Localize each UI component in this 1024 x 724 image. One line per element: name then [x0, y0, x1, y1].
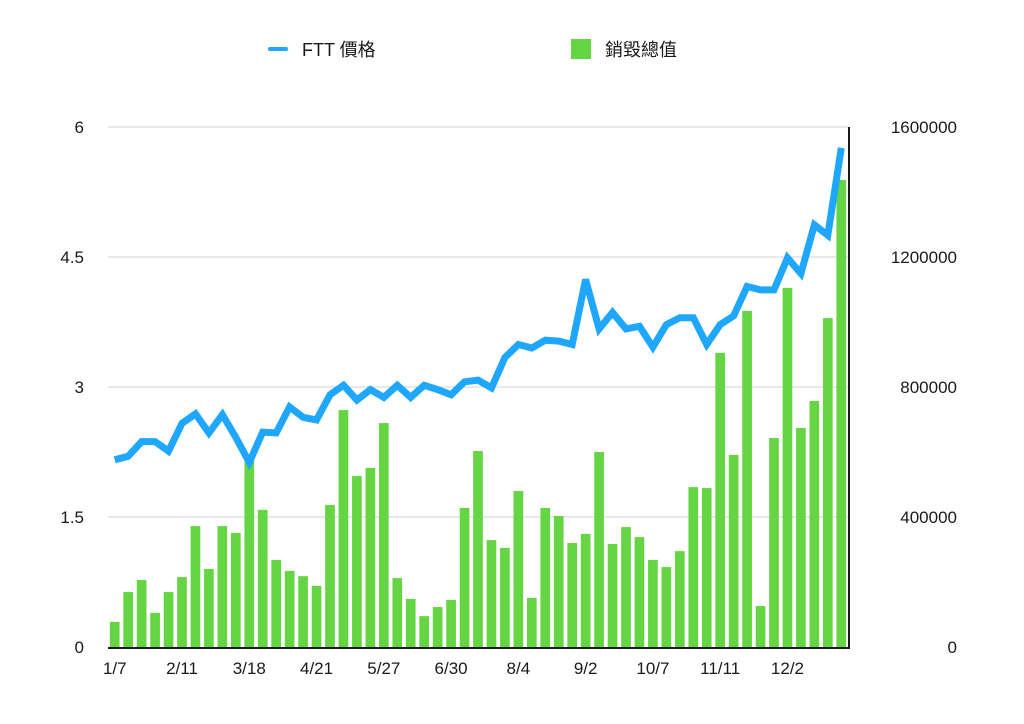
bar: [742, 310, 752, 647]
bar: [405, 598, 416, 647]
bar: [567, 543, 578, 647]
bar: [540, 507, 551, 647]
bar: [163, 592, 174, 647]
x-axis-tick-label: 4/21: [300, 659, 333, 678]
bar: [500, 547, 510, 647]
bar: [836, 179, 847, 647]
line-series-ftt-price: [113, 147, 845, 471]
right-axis-tick-label: 1600000: [891, 118, 957, 137]
left-axis-tick-label: 4.5: [60, 248, 84, 267]
bar: [378, 423, 389, 647]
x-axis-tick-label: 1/7: [103, 659, 127, 678]
bar: [715, 352, 726, 647]
legend-label-ftt-price: FTT 價格: [302, 40, 376, 60]
bar: [365, 467, 376, 647]
bar: [594, 452, 604, 647]
bar: [782, 287, 793, 647]
bar: [419, 616, 430, 647]
bar: [634, 537, 645, 647]
bar: [432, 607, 443, 647]
left-axis-tick-label: 6: [75, 118, 84, 137]
x-axis-tick-label: 5/27: [367, 659, 400, 678]
bar: [648, 559, 658, 647]
bar: [190, 526, 201, 647]
left-axis-tick-label: 3: [75, 378, 84, 397]
bar: [123, 592, 134, 647]
legend-item-ftt-price: FTT 價格: [268, 36, 376, 62]
x-axis-tick-label: 11/11: [700, 659, 740, 678]
x-axis-tick-label: 9/2: [574, 659, 598, 678]
right-axis-tick-label: 1200000: [891, 248, 957, 267]
bar: [271, 559, 282, 647]
left-axis-tick-label: 1.5: [60, 508, 84, 527]
axis-labels: 0 1.5 3 4.5 6 0 400000 800000 1200000 1600000 1/7 2…: [60, 118, 957, 678]
line-swatch-icon: [268, 47, 288, 51]
x-axis-tick-label: 3/18: [233, 659, 266, 678]
x-axis-tick-label: 12/2: [771, 659, 804, 678]
bar: [513, 491, 524, 647]
right-axis-tick-label: 0: [948, 638, 957, 657]
x-axis-tick-label: 2/11: [166, 659, 198, 678]
bar: [728, 454, 739, 647]
bar: [621, 527, 631, 647]
bar: [298, 576, 308, 647]
bar: [580, 533, 591, 647]
right-axis-tick-label: 400000: [900, 508, 957, 527]
bar: [769, 438, 779, 647]
bar: [150, 612, 160, 647]
chart-legend: FTT 價格 銷毀總值: [0, 36, 1024, 66]
bar: [661, 567, 672, 647]
legend-item-burn-total: 銷毀總值: [571, 36, 677, 62]
bar: [796, 427, 806, 647]
bar: [177, 577, 187, 647]
left-axis-tick-label: 0: [75, 638, 84, 657]
bar: [257, 509, 268, 647]
bar: [688, 487, 699, 647]
axes: [108, 127, 850, 649]
bar: [392, 578, 403, 647]
bar: [701, 488, 712, 647]
bar: [607, 543, 618, 647]
bar: [136, 580, 147, 647]
bar: [217, 526, 228, 647]
x-axis-tick-label: 10/7: [636, 659, 669, 678]
bar-swatch-icon: [571, 39, 591, 59]
bar: [674, 551, 685, 647]
bar: [244, 460, 255, 647]
bar: [526, 597, 537, 647]
x-axis-tick-label: 8/4: [507, 659, 531, 678]
bar: [230, 532, 241, 647]
bar: [473, 451, 483, 647]
bar: [446, 599, 456, 647]
bar: [325, 504, 335, 647]
bar: [204, 569, 214, 647]
bar: [553, 516, 564, 647]
right-axis-tick-label: 800000: [900, 378, 957, 397]
bar: [486, 540, 497, 647]
x-axis-tick-label: 6/30: [435, 659, 468, 678]
bar-series-burn-total: [109, 179, 847, 647]
bar: [109, 621, 120, 647]
bar: [755, 606, 766, 647]
bar: [311, 585, 322, 647]
bar: [352, 476, 362, 647]
bar: [459, 507, 470, 647]
bar: [284, 570, 295, 647]
bar: [822, 318, 833, 647]
price-line: [113, 147, 845, 471]
bar: [338, 410, 349, 647]
bar: [809, 400, 820, 647]
legend-label-burn-total: 銷毀總值: [605, 40, 677, 60]
